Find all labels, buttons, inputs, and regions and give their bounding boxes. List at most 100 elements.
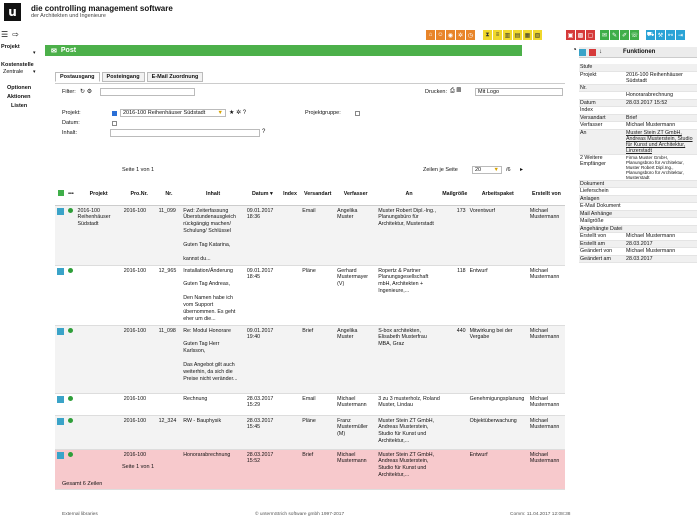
row-edit-icon[interactable] (57, 207, 64, 215)
row-edit-icon[interactable] (57, 451, 64, 459)
row-edit-icon[interactable] (57, 417, 64, 425)
location-icon[interactable]: ◉ (446, 30, 455, 40)
col-erstellt-von[interactable]: Erstellt von (527, 183, 565, 206)
gear-icon[interactable]: ✲ (456, 30, 465, 40)
report-icon[interactable]: ▧ (533, 30, 542, 40)
print-icon[interactable]: ⎙ (450, 88, 455, 94)
select-all-header[interactable] (55, 183, 67, 206)
col-index[interactable]: Index (279, 183, 301, 206)
logout-icon[interactable]: ⇨ (12, 30, 19, 39)
projekt-checkbox[interactable] (112, 111, 117, 116)
document-icon[interactable]: ▢ (586, 30, 595, 40)
nav-aktionen[interactable]: Aktionen (7, 94, 31, 100)
filter-select[interactable] (100, 88, 195, 96)
more-header[interactable]: ••• (66, 183, 76, 206)
footer-libraries[interactable]: External libraries (62, 512, 98, 517)
hourglass-icon[interactable]: ⧗ (483, 30, 492, 40)
row-status-cell (66, 415, 76, 450)
row-edit-icon[interactable] (57, 327, 64, 335)
detail-row: Dokument (579, 180, 697, 188)
table-row[interactable]: 2016-100 12_324 RW - Bauphysik 28.03.2017 1… (55, 415, 565, 450)
datum-checkbox[interactable] (112, 121, 117, 126)
col-verfasser[interactable]: Verfasser (335, 183, 377, 206)
table-row[interactable]: 2016-100 Rechnung 28.03.2017 15:29 Email Mic… (55, 393, 565, 416)
nav-projekt-dropdown-icon[interactable]: ▾ (33, 50, 36, 56)
nav-kostenstelle-dropdown-icon[interactable]: ▾ (33, 69, 36, 75)
link-icon[interactable]: ⚯ (666, 30, 675, 40)
cell-arbeitspaket: Objektüberwachung (467, 415, 528, 450)
refresh-icon[interactable]: ↻ (80, 89, 86, 95)
bar-chart-icon[interactable]: ▤ (513, 30, 522, 40)
invoice-icon[interactable]: ▣ (566, 30, 575, 40)
nav-listen[interactable]: Listen (11, 103, 28, 109)
col-datum[interactable]: Datum ▾ (244, 183, 280, 206)
phone-icon[interactable]: ☏ (630, 30, 639, 40)
col-an[interactable]: An (376, 183, 442, 206)
table-row[interactable]: 2016-100 12_965 Installation/Änderung Gute… (55, 265, 565, 326)
zeilen-select[interactable]: 20 ▼ (472, 166, 502, 174)
sort-icon[interactable]: ↓ (599, 49, 602, 55)
filter-icon[interactable]: ⚙ (86, 89, 93, 95)
projekt-select-value: 2016-100 Reihenhäuser Südstadt (123, 110, 206, 116)
chart-icon[interactable]: ▥ (503, 30, 512, 40)
inhalt-help-icon[interactable]: ? (262, 129, 266, 135)
row-edit-cell (55, 265, 67, 326)
row-status-cell (66, 393, 76, 416)
pencil-icon[interactable]: ✎ (610, 30, 619, 40)
table-row[interactable]: 2016-100 Reihenhäuser Südstadt 2016-100 11… (55, 205, 565, 266)
detail-value (625, 188, 697, 195)
edit-icon[interactable] (579, 48, 586, 56)
row-edit-icon[interactable] (57, 395, 64, 403)
projektgruppe-checkbox[interactable] (355, 111, 360, 116)
menu-icon[interactable]: ☰ (1, 30, 9, 39)
inhalt-label: Inhalt: (62, 130, 77, 136)
details-panel: ↓ Funktionen Stufe Projekt 2016-100 Reihen… (579, 47, 697, 263)
row-edit-icon[interactable] (57, 267, 64, 275)
detail-key: Geändert am (580, 255, 611, 262)
col-nr[interactable]: Nr. (156, 183, 182, 206)
table-row[interactable]: 2016-100 11_098 Re: Modul Honorare Guten T… (55, 325, 565, 394)
details-toolbar: ↓ Funktionen (579, 47, 697, 58)
mail-icon[interactable]: ✉ (600, 30, 609, 40)
col-mailgroesse[interactable]: Mailgröße (441, 183, 468, 206)
settings-icon[interactable]: ✲ (236, 110, 242, 116)
nav-kostenstelle-select[interactable]: Zentrale (3, 69, 24, 75)
star-icon[interactable]: ★ (229, 110, 235, 116)
col-arbeitspaket[interactable]: Arbeitspaket (467, 183, 528, 206)
col-pronr[interactable]: Pro.Nr. (121, 183, 157, 206)
detail-value[interactable]: Muster Stein ZT GmbH, Andreas Musterstei… (626, 129, 693, 154)
col-projekt[interactable]: Projekt (75, 183, 122, 206)
col-inhalt[interactable]: Inhalt (181, 183, 245, 206)
calculator-icon[interactable]: ▩ (576, 30, 585, 40)
exit-icon[interactable]: ⇥ (676, 30, 685, 40)
export-icon[interactable]: ▤ (456, 88, 462, 94)
delete-icon[interactable] (589, 48, 596, 56)
inhalt-input[interactable] (110, 129, 260, 137)
edit-icon[interactable]: ✐ (620, 30, 629, 40)
nav-optionen[interactable]: Optionen (7, 85, 32, 91)
cart-icon[interactable]: ⛟ (646, 30, 655, 40)
drucken-select[interactable]: Mit Logo (475, 88, 563, 96)
cell-projekt (75, 449, 122, 490)
clock-icon[interactable]: ◷ (466, 30, 475, 40)
list-icon[interactable]: ≡ (493, 30, 502, 40)
nav-projekt[interactable]: Projekt (1, 44, 20, 50)
stats-icon[interactable]: ▦ (523, 30, 532, 40)
help-icon[interactable]: ? (242, 110, 247, 116)
next-page-icon[interactable]: ▸ (520, 167, 524, 173)
tab-posteingang[interactable]: Posteingang (101, 72, 145, 82)
home-icon[interactable]: ⌂ (426, 30, 435, 40)
projekt-select[interactable]: 2016-100 Reihenhäuser Südstadt ▼ (120, 109, 226, 117)
select-all-icon[interactable] (57, 189, 64, 196)
table-row[interactable]: 2016-100 Honorarabrechnung 28.03.2017 15:5… (55, 449, 565, 490)
detail-key (579, 92, 625, 99)
person-icon[interactable]: ☺ (436, 30, 445, 40)
cell-erstellt-von: Michael Mustermann (527, 265, 565, 326)
cell-pronr: 2016-100 (121, 265, 157, 326)
tab-email-zuordnung[interactable]: E-Mail Zuordnung (146, 72, 204, 82)
status-dot-icon (68, 207, 74, 213)
tab-postausgang[interactable]: Postausgang (55, 72, 100, 82)
col-versandart[interactable]: Versandart (300, 183, 336, 206)
truck-icon[interactable]: ⚒ (656, 30, 665, 40)
mail-icon: ✉ (51, 47, 57, 55)
